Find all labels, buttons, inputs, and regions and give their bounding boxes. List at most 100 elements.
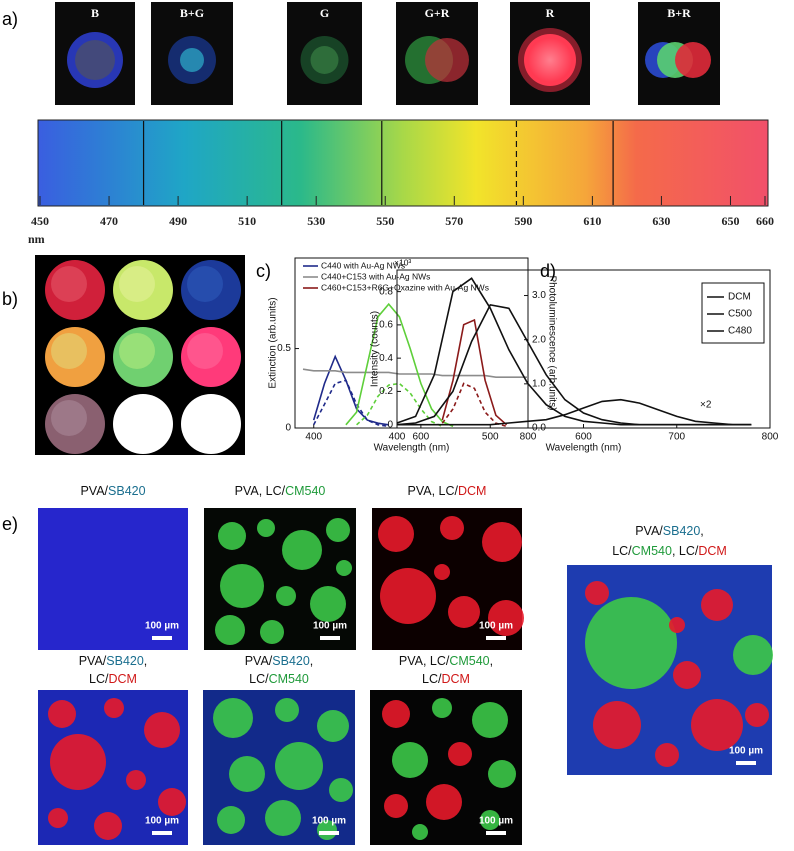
series-line (302, 368, 528, 378)
x-tick-label: 650 (721, 214, 739, 228)
droplet (276, 586, 296, 606)
title-segment: DCM (441, 672, 469, 686)
droplet (482, 522, 522, 562)
title-segment: CM540 (449, 654, 489, 668)
disc-highlight (187, 333, 223, 369)
scale-bar-label: 100 µm (312, 816, 346, 827)
annotation: ×2 (700, 400, 712, 411)
y-axis-label: Intensity (counts) (370, 311, 381, 387)
axis-unit: nm (28, 232, 45, 246)
image-title: PVA/SB420, (79, 654, 148, 668)
droplet (655, 743, 679, 767)
disc-highlight (119, 400, 155, 436)
emission-spot (675, 42, 711, 78)
droplet (104, 698, 124, 718)
title-segment: PVA/ (79, 654, 107, 668)
droplet (144, 712, 180, 748)
micrograph (38, 508, 188, 650)
image-title: LC/CM540, LC/DCM (612, 544, 727, 558)
x-tick-label: 600 (575, 432, 592, 443)
droplet (94, 812, 122, 840)
title-segment: PVA/ (80, 484, 108, 498)
y-tick-label: 0.6 (379, 320, 393, 331)
droplet (585, 597, 677, 689)
droplet (275, 742, 323, 790)
droplet (282, 530, 322, 570)
droplet (158, 788, 186, 816)
x-tick-label: 800 (762, 432, 779, 443)
droplet (432, 698, 452, 718)
panel-label: e) (2, 514, 18, 534)
x-tick-label: 400 (389, 432, 406, 443)
image-title: PVA, LC/DCM (408, 484, 487, 498)
title-segment: SB420 (106, 654, 144, 668)
droplet (229, 756, 265, 792)
x-tick-label: 600 (413, 432, 430, 443)
x-tick-label: 470 (100, 214, 118, 228)
image-title: PVA/SB420 (80, 484, 145, 498)
x-tick-label: 400 (305, 432, 322, 443)
series-line (356, 382, 443, 428)
droplet (488, 760, 516, 788)
droplet (317, 710, 349, 742)
series-line (312, 354, 389, 426)
y-tick-label: 0 (285, 423, 291, 434)
spectrum-bar (37, 119, 769, 207)
title-segment: DCM (108, 672, 136, 686)
image-title: PVA, LC/CM540 (235, 484, 326, 498)
legend-label: C480 (728, 326, 752, 337)
x-tick-label: 500 (482, 432, 499, 443)
droplet (260, 620, 284, 644)
droplet (336, 560, 352, 576)
droplet (488, 600, 524, 636)
legend-label: C440 with Au-Ag NWs (321, 260, 405, 270)
disc-highlight (119, 266, 155, 302)
scale-bar-label: 100 µm (729, 746, 763, 757)
droplet (217, 806, 245, 834)
x-tick-label: 570 (445, 214, 463, 228)
droplet (378, 516, 414, 552)
title-segment: CM540 (285, 484, 325, 498)
disc-highlight (187, 400, 223, 436)
droplet (126, 770, 146, 790)
title-segment: SB420 (272, 654, 310, 668)
y-tick-label: 0.5 (277, 343, 291, 354)
scale-bar (152, 636, 172, 640)
y2-tick-label: 2.0 (532, 334, 546, 345)
droplet (593, 701, 641, 749)
title-segment: LC/ (422, 672, 442, 686)
x-tick-label: 660 (756, 214, 774, 228)
droplet (673, 661, 701, 689)
droplet (218, 522, 246, 550)
disc-highlight (51, 266, 87, 302)
droplet (265, 800, 301, 836)
droplet (310, 586, 346, 622)
disc-highlight (51, 333, 87, 369)
y-axis-label: Extinction (arb.units) (268, 297, 279, 388)
droplet (257, 519, 275, 537)
y-tick-label: 0.4 (379, 353, 393, 364)
scale-bar-label: 100 µm (313, 621, 347, 632)
droplet (275, 698, 299, 722)
title-segment: SB420 (663, 524, 701, 538)
droplet (440, 516, 464, 540)
image-title: LC/DCM (89, 672, 137, 686)
scale-bar (319, 831, 339, 835)
scale-bar-label: 100 µm (479, 816, 513, 827)
droplet (50, 734, 106, 790)
glow (528, 38, 572, 82)
x-tick-label: 800 (520, 432, 537, 443)
image-title: PVA/SB420, (635, 524, 704, 538)
annotation: ×10³ (394, 257, 411, 267)
x-tick-label: 450 (31, 214, 49, 228)
droplet (691, 699, 743, 751)
title-segment: LC/ (249, 672, 269, 686)
scale-bar-label: 100 µm (479, 621, 513, 632)
title-segment: , (490, 654, 493, 668)
droplet (701, 589, 733, 621)
series-line (396, 304, 752, 426)
emission-spot (310, 46, 339, 74)
title-segment: PVA, LC/ (235, 484, 286, 498)
scale-bar-label: 100 µm (145, 621, 179, 632)
